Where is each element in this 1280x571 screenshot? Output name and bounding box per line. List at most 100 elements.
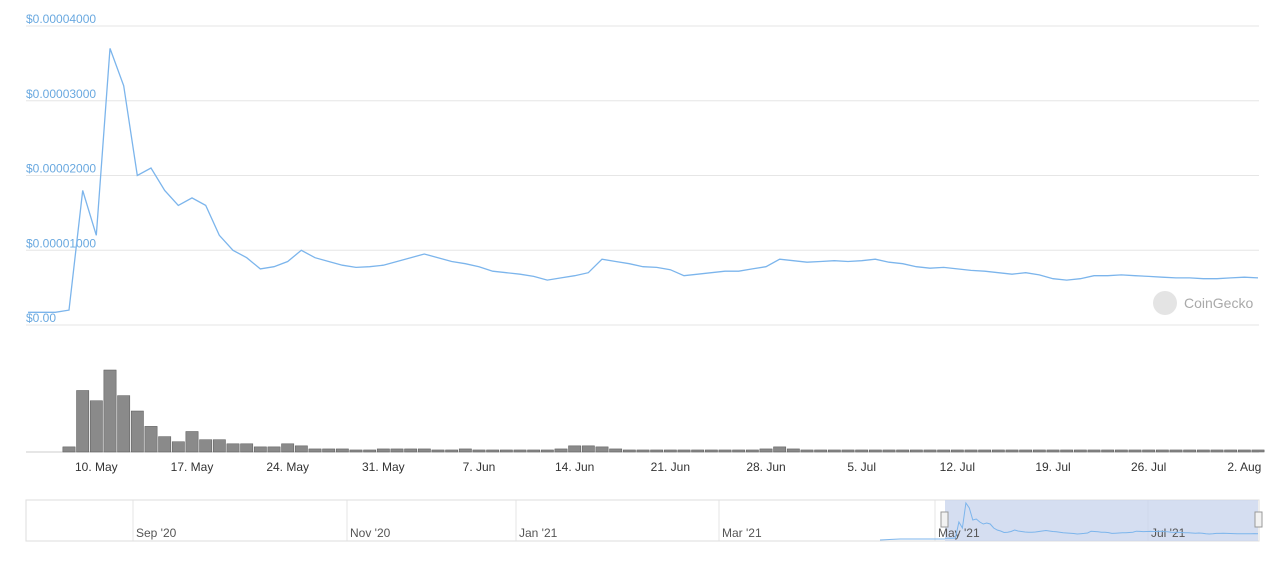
volume-bar: [253, 446, 267, 453]
volume-bar: [117, 395, 131, 453]
y-tick-label: $0.00003000: [26, 87, 96, 101]
volume-bar: [144, 426, 158, 453]
volume-bar: [103, 369, 117, 453]
volume-bar: [445, 449, 459, 453]
volume-bar: [622, 449, 636, 453]
volume-bar: [991, 449, 1005, 453]
navigator-selection[interactable]: [945, 500, 1258, 541]
navigator-handle[interactable]: [1254, 511, 1263, 528]
volume-bar: [1060, 449, 1074, 453]
volume-bar: [527, 449, 541, 453]
volume-bar: [1032, 449, 1046, 453]
volume-bar: [1101, 449, 1115, 453]
volume-bar: [130, 410, 144, 453]
x-tick-label: 10. May: [75, 460, 118, 474]
volume-bar: [554, 448, 568, 453]
volume-bar: [322, 448, 336, 453]
x-tick-label: 12. Jul: [940, 460, 975, 474]
watermark-logo: [1153, 291, 1177, 315]
volume-bar: [1155, 449, 1169, 453]
volume-bar: [486, 449, 500, 453]
volume-bar: [581, 445, 595, 453]
volume-bar: [1224, 449, 1238, 453]
volume-bar: [855, 449, 869, 453]
volume-bar: [663, 449, 677, 453]
navigator-label: Mar '21: [722, 526, 762, 540]
x-tick-label: 28. Jun: [746, 460, 785, 474]
volume-bar: [909, 449, 923, 453]
volume-bar: [212, 439, 226, 453]
volume-bar: [499, 449, 513, 453]
volume-bar: [267, 446, 281, 453]
volume-bar: [1128, 449, 1142, 453]
volume-bar: [294, 445, 308, 453]
volume-bar: [376, 448, 390, 453]
volume-bar: [76, 390, 90, 453]
volume-bar: [404, 448, 418, 453]
navigator-label: Nov '20: [350, 526, 391, 540]
volume-bar: [1019, 449, 1033, 453]
volume-bar: [896, 449, 910, 453]
volume-bar: [1169, 449, 1183, 453]
navigator-label: May '21: [938, 526, 980, 540]
volume-bar: [964, 449, 978, 453]
volume-bar: [568, 445, 582, 453]
volume-bar: [704, 449, 718, 453]
volume-bar: [1251, 449, 1265, 453]
volume-bar: [158, 436, 172, 453]
navigator-line: [945, 501, 1259, 539]
volume-bar: [609, 448, 623, 453]
watermark: CoinGecko: [1153, 291, 1253, 315]
volume-bar: [363, 449, 377, 453]
volume-bar: [1142, 449, 1156, 453]
volume-bar: [841, 449, 855, 453]
volume-bar: [759, 448, 773, 453]
volume-bar: [745, 449, 759, 453]
volume-bar: [650, 449, 664, 453]
volume-bar: [773, 446, 787, 453]
volume-bar: [431, 449, 445, 453]
volume-bar: [458, 448, 472, 453]
volume-bar: [308, 448, 322, 453]
volume-bar: [349, 449, 363, 453]
x-tick-label: 5. Jul: [847, 460, 876, 474]
volume-bar: [786, 448, 800, 453]
x-tick-label: 21. Jun: [651, 460, 690, 474]
volume-bar: [1005, 449, 1019, 453]
price-line: [28, 48, 1259, 313]
volume-bar: [390, 448, 404, 453]
volume-bar: [171, 441, 185, 453]
navigator-handle[interactable]: [940, 511, 949, 528]
x-tick-label: 2. Aug: [1227, 460, 1261, 474]
volume-bar: [677, 449, 691, 453]
volume-bar: [923, 449, 937, 453]
volume-bar: [691, 449, 705, 453]
x-tick-label: 26. Jul: [1131, 460, 1166, 474]
volume-bar: [513, 449, 527, 453]
y-tick-label: $0.00002000: [26, 162, 96, 176]
volume-bar: [335, 448, 349, 453]
x-tick-label: 7. Jun: [463, 460, 496, 474]
x-tick-label: 31. May: [362, 460, 405, 474]
volume-bar: [226, 443, 240, 453]
volume-bar: [540, 449, 554, 453]
volume-bar: [1210, 449, 1224, 453]
volume-bar: [89, 400, 103, 453]
y-tick-label: $0.00: [26, 311, 56, 325]
y-tick-label: $0.00001000: [26, 236, 96, 250]
volume-bar: [62, 446, 76, 453]
volume-bar: [1183, 449, 1197, 453]
y-tick-label: $0.00004000: [26, 12, 96, 26]
volume-bar: [800, 449, 814, 453]
volume-bar: [1196, 449, 1210, 453]
volume-bar: [185, 431, 199, 453]
volume-bar: [1237, 449, 1251, 453]
volume-bar: [882, 449, 896, 453]
x-tick-label: 14. Jun: [555, 460, 594, 474]
volume-bar: [595, 446, 609, 453]
volume-bar: [240, 443, 254, 453]
volume-bar: [199, 439, 213, 453]
volume-bar: [937, 449, 951, 453]
volume-bar: [950, 449, 964, 453]
